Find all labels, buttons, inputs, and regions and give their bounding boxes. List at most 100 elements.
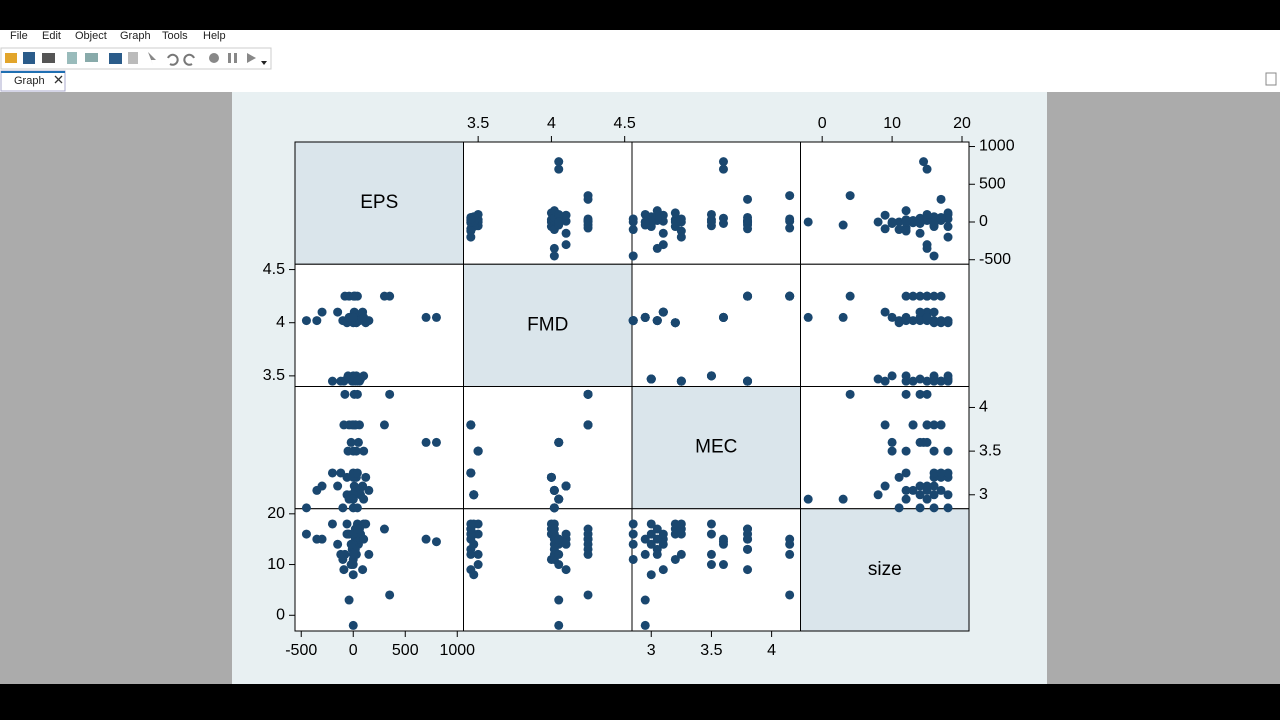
point: [908, 420, 918, 430]
point: [466, 549, 476, 559]
point: [640, 209, 650, 219]
point: [718, 312, 728, 322]
point: [901, 494, 911, 504]
point: [936, 291, 946, 301]
play-icon[interactable]: [247, 53, 256, 63]
x-tick-label: 4.5: [614, 115, 636, 132]
point: [359, 534, 369, 544]
point: [348, 570, 358, 580]
point: [718, 219, 728, 228]
point: [628, 251, 638, 261]
scroll-button[interactable]: [1265, 72, 1277, 86]
y-tick-label: -500: [979, 251, 1011, 268]
y-tick-label: 0: [276, 606, 285, 623]
point: [549, 485, 559, 495]
menu-item[interactable]: Tools: [162, 30, 188, 42]
point: [640, 549, 650, 559]
point: [676, 519, 686, 529]
point: [922, 437, 932, 447]
point: [658, 228, 668, 238]
point: [943, 214, 953, 224]
point: [385, 590, 395, 600]
x-tick-label: 4: [767, 642, 776, 659]
point: [646, 519, 656, 529]
y-tick-label: 3.5: [263, 367, 285, 384]
point: [901, 468, 911, 478]
pause-icon[interactable]: [234, 53, 237, 63]
point: [554, 549, 564, 559]
point: [785, 590, 795, 600]
point: [554, 620, 564, 630]
point: [348, 446, 358, 456]
point: [583, 389, 593, 399]
point: [943, 376, 953, 386]
point: [676, 232, 686, 242]
point: [583, 420, 593, 430]
menu-item[interactable]: Object: [75, 30, 107, 42]
point: [845, 191, 855, 201]
properties-icon[interactable]: [128, 52, 138, 64]
save-icon[interactable]: [23, 52, 35, 64]
point: [785, 223, 795, 233]
point: [431, 537, 441, 547]
point: [894, 225, 904, 235]
point: [385, 389, 395, 399]
point: [652, 524, 662, 534]
point: [887, 217, 897, 227]
point: [554, 209, 564, 219]
point: [936, 468, 946, 478]
point: [364, 485, 374, 495]
menu-item[interactable]: Edit: [42, 30, 61, 42]
record-icon[interactable]: [209, 53, 219, 63]
point: [706, 529, 716, 539]
point: [915, 503, 925, 513]
point: [301, 503, 311, 513]
menu-item[interactable]: Help: [203, 30, 226, 42]
point: [466, 232, 476, 242]
undo-icon[interactable]: [167, 53, 179, 66]
point: [561, 529, 571, 539]
point: [743, 376, 753, 386]
point: [628, 529, 638, 539]
point: [327, 468, 337, 478]
point: [640, 620, 650, 630]
point: [336, 468, 346, 478]
point: [561, 210, 571, 220]
graph-editor-icon[interactable]: [109, 53, 122, 64]
pause-icon[interactable]: [228, 53, 231, 63]
menu-item[interactable]: File: [10, 30, 28, 42]
point: [922, 494, 932, 504]
point: [936, 316, 946, 326]
point: [421, 534, 431, 544]
diagonal-cell: [631, 386, 801, 510]
point: [312, 534, 322, 544]
point: [943, 468, 953, 478]
point: [718, 534, 728, 544]
point: [919, 157, 929, 167]
point: [915, 481, 925, 491]
menu-item[interactable]: Graph: [120, 30, 151, 42]
point: [652, 243, 662, 253]
copy-icon[interactable]: [67, 52, 77, 64]
point: [466, 519, 476, 529]
diagonal-cell: [800, 508, 970, 632]
point: [466, 214, 476, 224]
variable-label: EPS: [360, 192, 398, 213]
tab-close[interactable]: [54, 75, 63, 84]
point: [348, 494, 358, 504]
variable-label: FMD: [527, 314, 568, 335]
open-icon[interactable]: [5, 53, 17, 63]
point: [873, 217, 883, 227]
point: [880, 376, 890, 386]
point: [554, 164, 564, 174]
pointer-icon[interactable]: [148, 52, 156, 65]
point: [936, 420, 946, 430]
print-icon[interactable]: [42, 53, 55, 63]
diagonal-cell: [294, 141, 464, 265]
dropdown-icon[interactable]: [261, 61, 267, 65]
rename-icon[interactable]: [85, 53, 98, 62]
redo-icon[interactable]: [183, 53, 195, 66]
point: [936, 376, 946, 386]
point: [943, 232, 953, 242]
point: [880, 420, 890, 430]
